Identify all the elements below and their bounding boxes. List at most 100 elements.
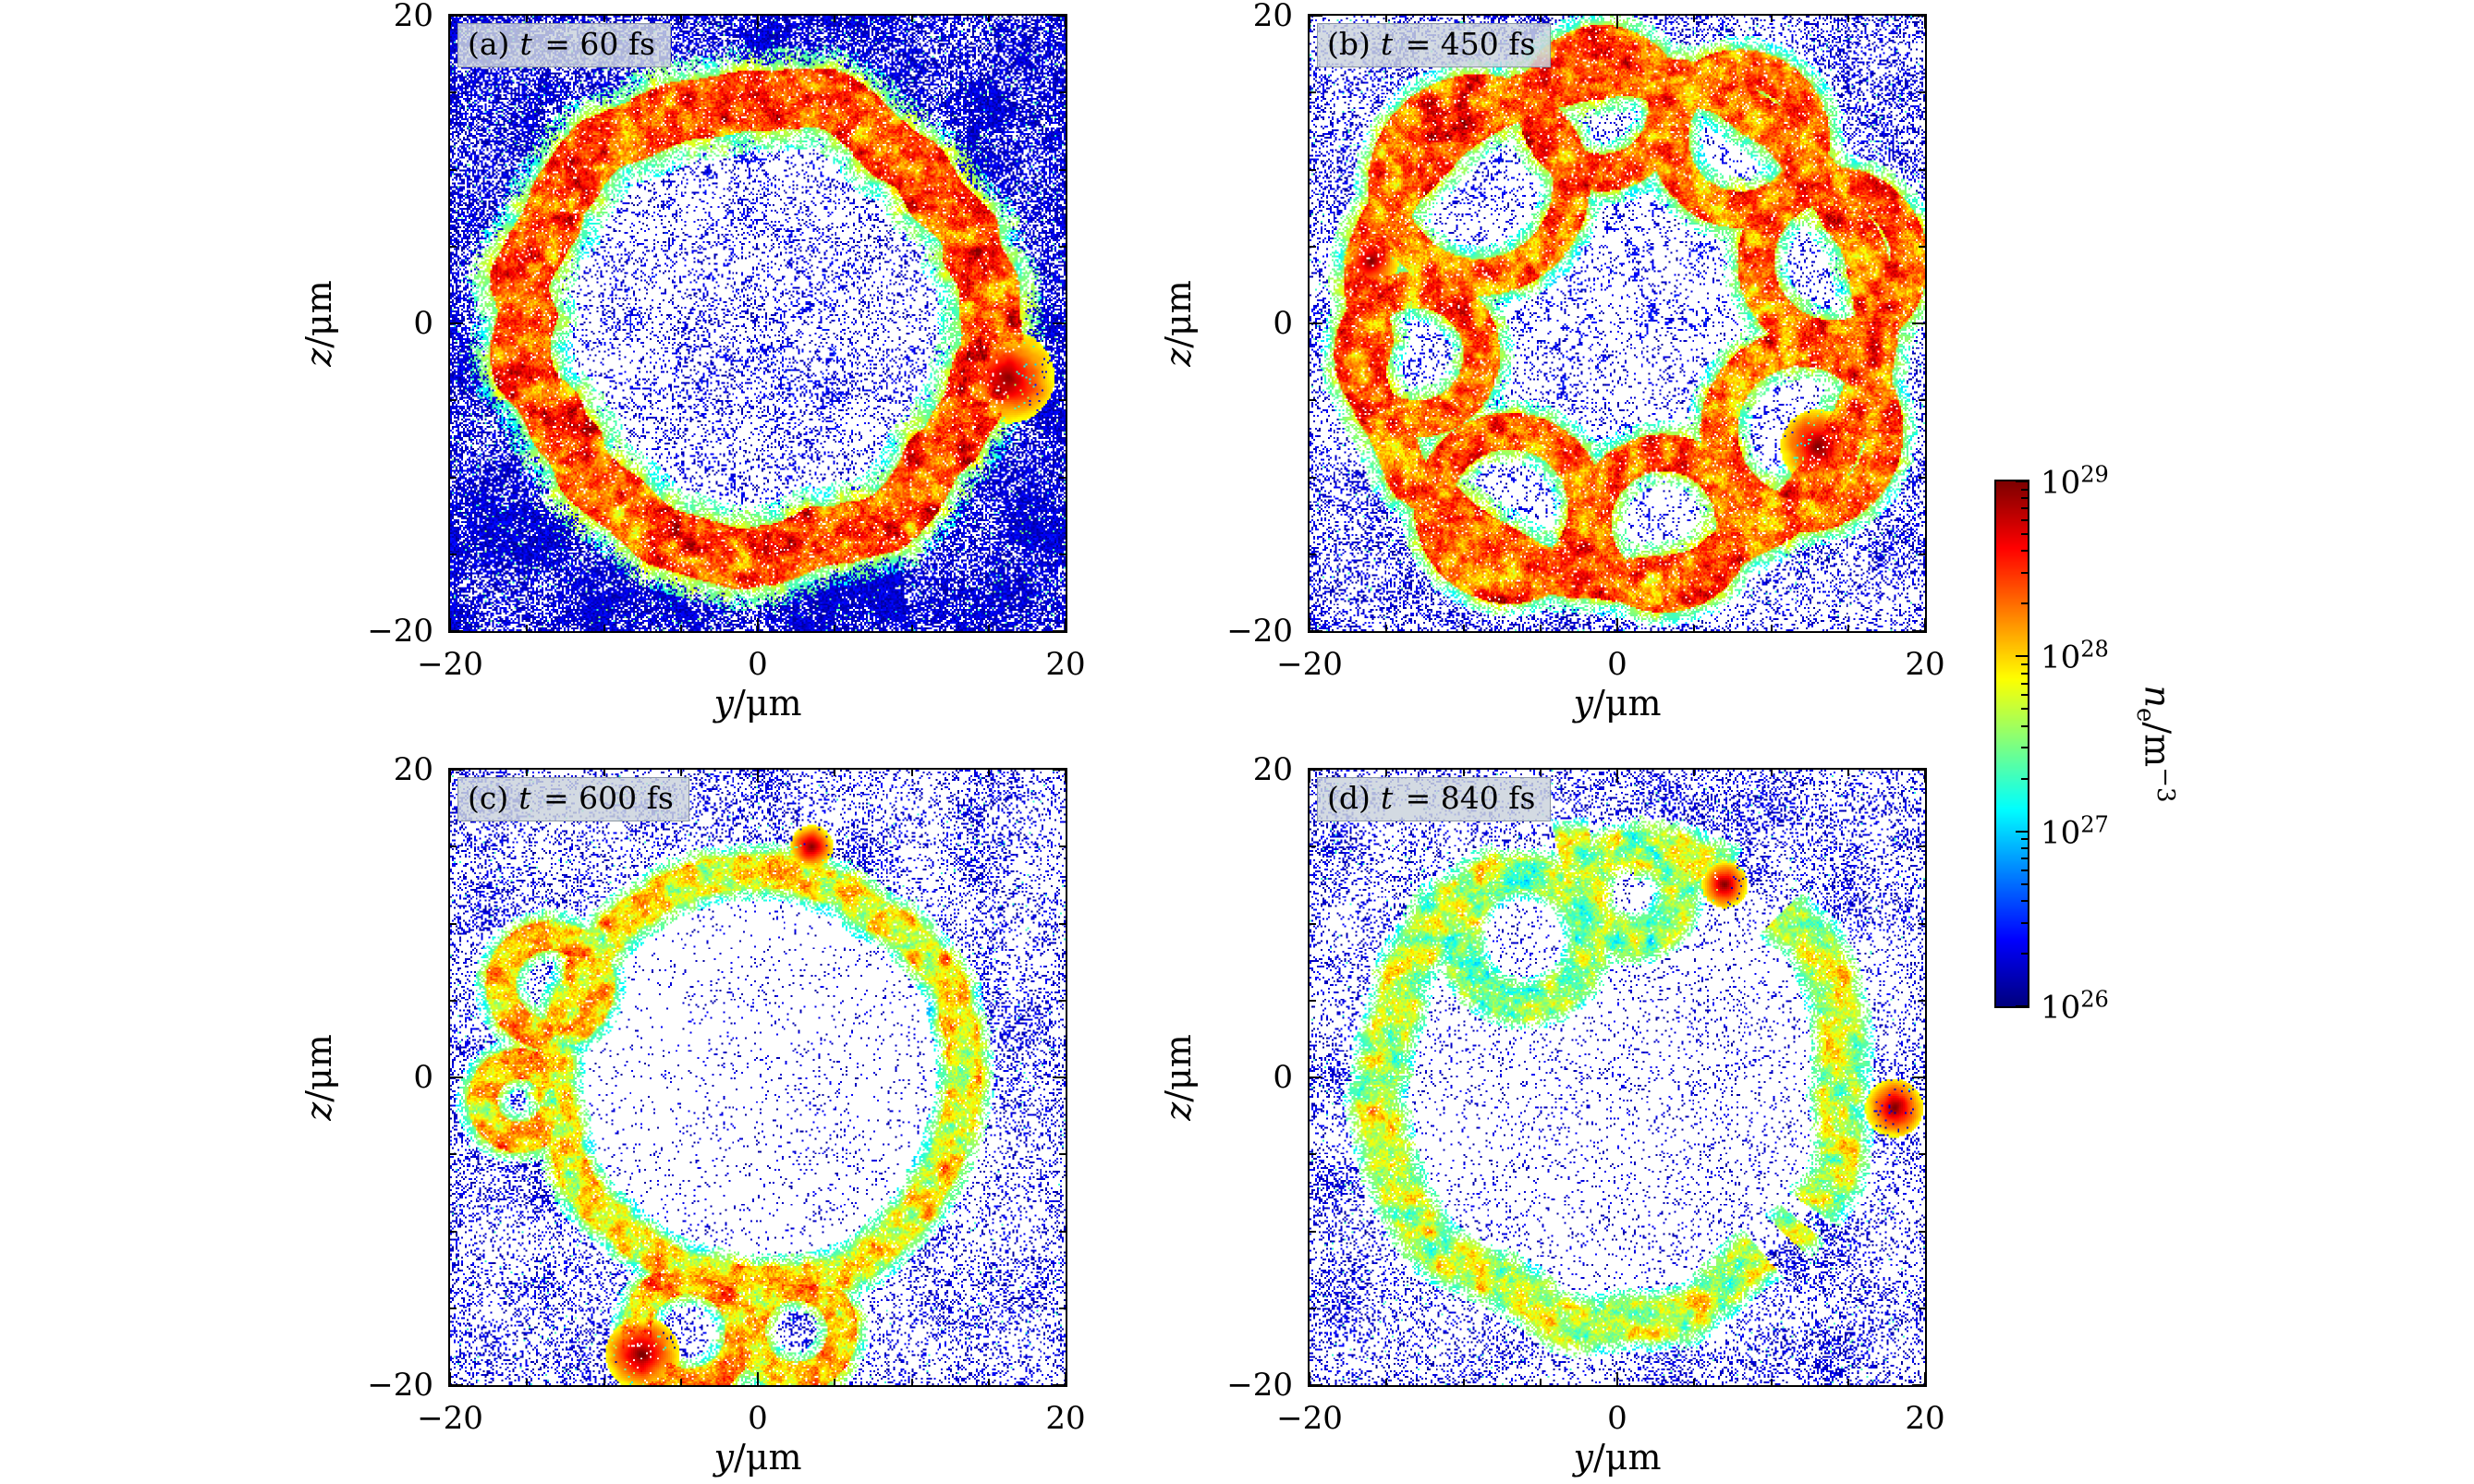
- colorbar-tick-base: 10: [2041, 989, 2081, 1027]
- tick-mark: [1059, 553, 1066, 555]
- tick-mark: [603, 625, 605, 631]
- colorbar-tick-mark: [2021, 869, 2028, 871]
- panel-tag-0: (a) t = 60 fs: [457, 23, 671, 67]
- colorbar-tick-exponent: 29: [2080, 461, 2109, 488]
- tick-mark: [450, 1307, 457, 1309]
- tick-mark: [1693, 625, 1696, 631]
- tick-mark: [757, 16, 759, 29]
- tick-mark: [1385, 1379, 1388, 1385]
- tick-mark: [1539, 770, 1542, 776]
- time-variable: t: [519, 26, 532, 62]
- colorbar-tick-mark: [2016, 480, 2028, 482]
- tick-mark: [1053, 15, 1066, 17]
- tick-mark: [450, 168, 457, 171]
- tick-mark: [450, 476, 457, 479]
- panel-d: (d) t = 840 fs y/μm z/μm −20 0 20 20 0 −20: [1158, 751, 1945, 1478]
- tick-mark: [1846, 16, 1849, 22]
- tick-mark: [450, 999, 457, 1002]
- colorbar-tick-base: 10: [2041, 639, 2081, 676]
- colorbar: [1994, 480, 2029, 1008]
- tick-mark: [1919, 845, 1925, 848]
- tick-mark: [987, 16, 990, 22]
- x-axis-label: y/μm: [448, 1437, 1067, 1478]
- y-axis-unit: /μm: [299, 280, 339, 348]
- tick-mark: [450, 1384, 463, 1386]
- panel-tag-1: (b) t = 450 fs: [1317, 23, 1552, 67]
- time-variable: t: [518, 780, 531, 816]
- tick-mark: [450, 1230, 457, 1233]
- time-value: = 840 fs: [1395, 780, 1536, 816]
- tick-mark: [1310, 399, 1316, 402]
- colorbar-tick-mark: [2021, 857, 2028, 859]
- tick-mark: [1919, 553, 1925, 555]
- tick-mark: [1310, 553, 1316, 555]
- plot-area-2: (c) t = 600 fs: [448, 768, 1067, 1387]
- tick-mark: [1310, 1077, 1322, 1078]
- x-axis-variable: y: [713, 1437, 734, 1478]
- colorbar-tick-mark: [2021, 682, 2028, 685]
- colorbar-tick-mark: [2016, 655, 2028, 658]
- tick-mark: [1616, 16, 1618, 29]
- colorbar-tick-mark: [2021, 777, 2028, 780]
- tick-mark: [1310, 999, 1316, 1002]
- tick-mark: [603, 1379, 605, 1385]
- tick-mark: [449, 618, 451, 631]
- y-tick-label: −20: [1226, 613, 1293, 650]
- colorbar-tick-mark: [2021, 488, 2028, 491]
- tick-mark: [834, 16, 836, 22]
- tick-mark: [1059, 1307, 1066, 1309]
- tick-mark: [1616, 618, 1618, 631]
- tick-mark: [450, 245, 457, 248]
- colorbar-tick-mark: [2021, 550, 2028, 553]
- tick-mark: [1919, 399, 1925, 402]
- y-axis-unit: /μm: [1158, 280, 1199, 348]
- colorbar-tick-mark: [2021, 724, 2028, 727]
- tick-mark: [526, 625, 529, 631]
- tick-mark: [1693, 1379, 1696, 1385]
- tick-mark: [1053, 322, 1066, 324]
- tick-mark: [1924, 16, 1926, 29]
- y-axis-label: z/μm: [299, 1034, 339, 1121]
- tick-mark: [910, 770, 913, 776]
- y-tick-label: −20: [367, 613, 433, 650]
- tick-mark: [1310, 1307, 1316, 1309]
- tick-mark: [450, 91, 457, 94]
- tick-mark: [1462, 16, 1465, 22]
- tick-mark: [1770, 16, 1773, 22]
- y-tick-label: 20: [1252, 751, 1293, 788]
- panel-letter: (a): [468, 26, 510, 62]
- tick-mark: [987, 770, 990, 776]
- tick-mark: [450, 1077, 463, 1078]
- panel-b: (b) t = 450 fs y/μm z/μm −20 0 20 20 0 −20: [1158, 0, 1945, 724]
- tick-mark: [1059, 168, 1066, 171]
- colorbar-tick-label: 1028: [2041, 637, 2109, 676]
- colorbar-tick-label: 1026: [2041, 986, 2109, 1026]
- heatmap-canvas-2: [450, 770, 1066, 1385]
- time-value: = 450 fs: [1395, 26, 1536, 62]
- x-tick-label: −20: [417, 646, 483, 683]
- tick-mark: [1539, 1379, 1542, 1385]
- y-tick-label: 20: [1252, 0, 1293, 34]
- tick-mark: [1065, 770, 1066, 783]
- colorbar-unit: /m: [2137, 722, 2178, 768]
- y-tick-label: −20: [1226, 1367, 1293, 1404]
- panel-letter: (b): [1327, 26, 1371, 62]
- y-tick-label: 20: [393, 751, 433, 788]
- colorbar-tick-mark: [2021, 497, 2028, 500]
- tick-mark: [1065, 618, 1066, 631]
- tick-mark: [450, 922, 457, 925]
- y-tick-label: 20: [393, 0, 433, 34]
- tick-mark: [1310, 322, 1322, 324]
- y-tick-label: 0: [413, 305, 433, 342]
- tick-mark: [603, 770, 605, 776]
- panel-c: (c) t = 600 fs y/μm z/μm −20 0 20 20 0 −20: [299, 751, 1086, 1478]
- x-axis-variable: y: [1573, 1437, 1593, 1478]
- tick-mark: [1924, 618, 1926, 631]
- tick-mark: [1310, 1230, 1316, 1233]
- tick-mark: [757, 770, 759, 783]
- heatmap-canvas-1: [1310, 16, 1925, 631]
- colorbar-tick-mark: [2021, 532, 2028, 535]
- tick-mark: [679, 625, 682, 631]
- tick-mark: [1539, 16, 1542, 22]
- y-axis-unit: /μm: [299, 1034, 339, 1102]
